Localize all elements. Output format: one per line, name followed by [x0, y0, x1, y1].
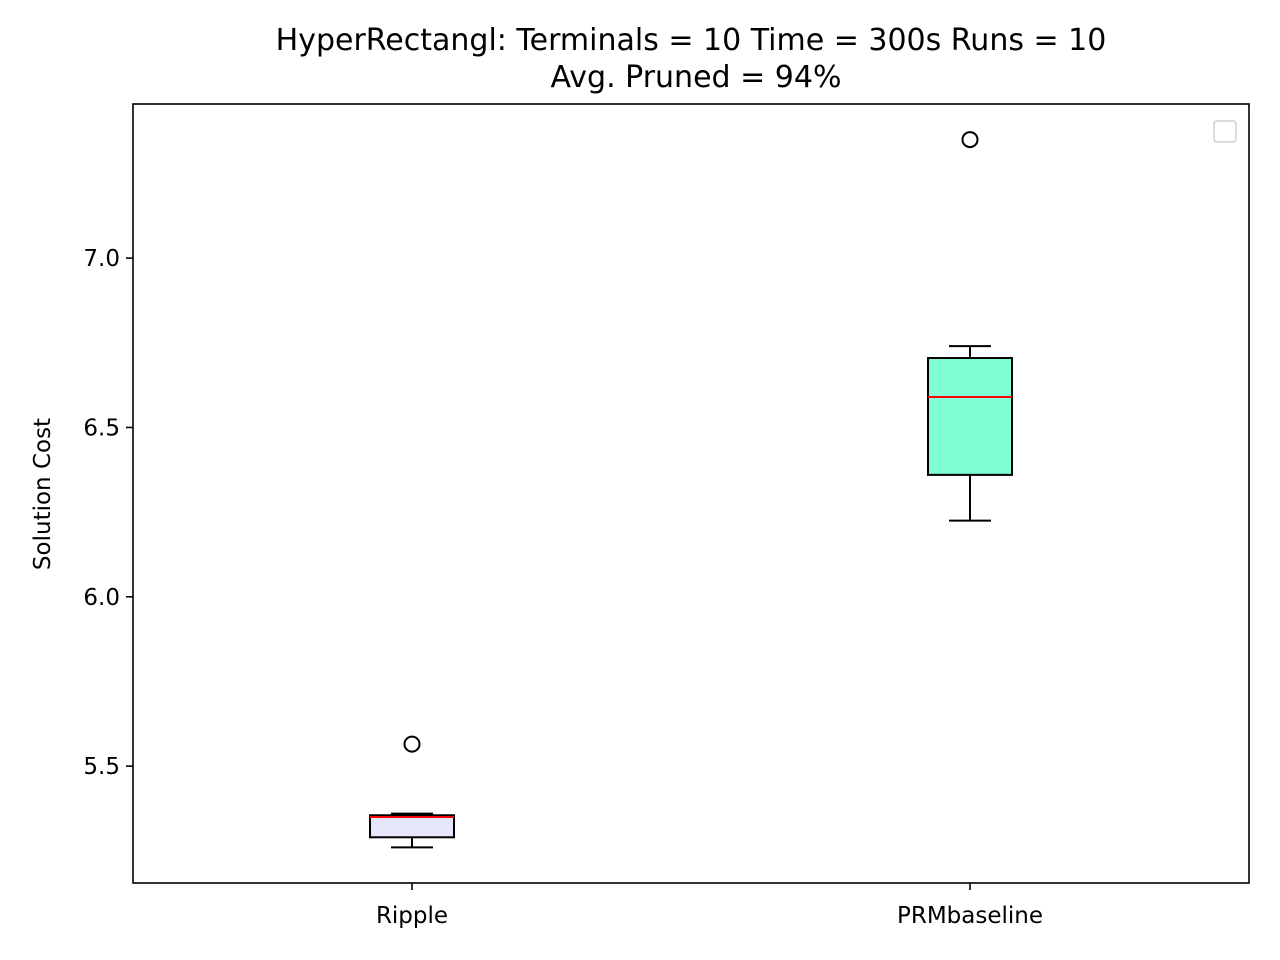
plot-frame — [132, 103, 1250, 884]
chart-title-line1: HyperRectangl: Terminals = 10 Time = 300… — [276, 23, 1107, 58]
box-prmbaseline — [927, 357, 1013, 476]
plot-marks: 5.5 6.0 6.5 7.0 Ripple PRMbaseline — [83, 131, 1043, 929]
y-tick-label: 5.5 — [83, 754, 120, 780]
x-tick-label: Ripple — [376, 903, 448, 929]
x-tick-label: PRMbaseline — [897, 903, 1043, 929]
y-tick-label: 7.0 — [83, 246, 120, 272]
outlier-point — [961, 131, 979, 149]
chart-title-line2: Avg. Pruned = 94% — [551, 60, 842, 95]
y-axis-label: Solution Cost — [30, 418, 56, 570]
y-tick-label: 6.0 — [83, 585, 120, 611]
y-tick-label: 6.5 — [83, 415, 120, 441]
box-ripple — [369, 814, 455, 839]
legend-box — [1213, 120, 1237, 143]
outlier-point — [403, 735, 421, 753]
